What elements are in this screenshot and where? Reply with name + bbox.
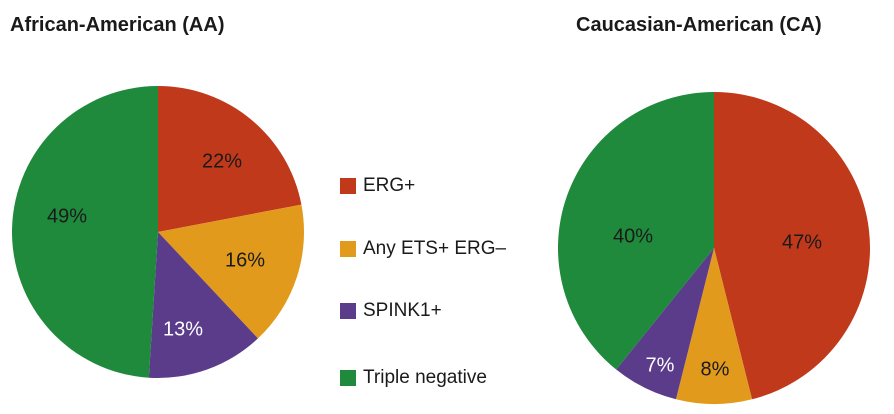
legend-swatch-1	[340, 241, 356, 257]
legend-swatch-3	[340, 370, 356, 386]
slice-label-ca-0: 47%	[782, 231, 822, 253]
legend-swatch-2	[340, 303, 356, 319]
pie-chart-ca: 47% 8% 7% 40%	[558, 92, 871, 404]
legend-label-1: Any ETS+ ERG–	[363, 238, 507, 259]
slice-label-ca-2: 7%	[646, 354, 675, 376]
legend-swatch-0	[340, 178, 356, 194]
slice-label-aa-3: 49%	[47, 205, 87, 227]
legend-label-0: ERG+	[363, 175, 415, 196]
pie-slice-ca-1	[675, 248, 753, 404]
slice-label-aa-2: 13%	[163, 318, 203, 340]
pie-slice-ca-0	[714, 92, 871, 400]
pie-slice-aa-2	[148, 232, 258, 378]
pie-chart-aa: 22% 16% 13% 49%	[12, 86, 304, 378]
pie-slice-aa-1	[158, 204, 304, 339]
pie-slice-aa-3	[12, 86, 158, 378]
chart-title-aa: African-American (AA)	[10, 14, 225, 36]
slice-label-aa-0: 22%	[202, 150, 242, 172]
slice-label-ca-3: 40%	[613, 225, 653, 247]
chart-title-ca: Caucasian-American (CA)	[576, 14, 822, 36]
slice-label-aa-1: 16%	[225, 249, 265, 271]
legend: ERG+ Any ETS+ ERG– SPINK1+ Triple negative	[340, 175, 507, 388]
pie-slice-aa-0	[158, 86, 302, 232]
legend-label-2: SPINK1+	[363, 300, 442, 321]
pie-slice-ca-2	[616, 248, 714, 400]
slice-label-ca-1: 8%	[701, 358, 730, 380]
legend-label-3: Triple negative	[363, 367, 487, 388]
pie-slice-ca-3	[558, 92, 714, 370]
